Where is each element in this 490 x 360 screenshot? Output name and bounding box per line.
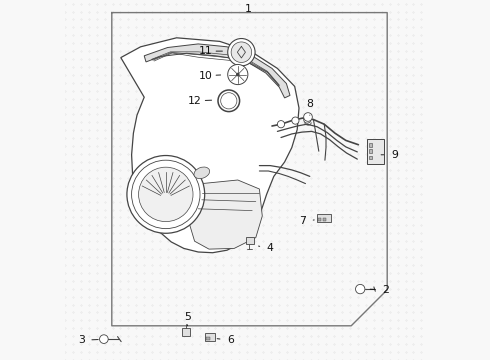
Text: 6: 6 [227,335,234,345]
Circle shape [277,121,285,128]
Text: 3: 3 [78,335,85,345]
Bar [369,143,372,147]
Bar [369,156,372,159]
Text: 1: 1 [245,4,252,14]
Text: 9: 9 [391,150,398,160]
Text: 2: 2 [382,285,389,295]
Circle shape [127,156,205,233]
Bar [182,328,190,336]
Circle shape [99,335,108,343]
Circle shape [304,113,312,121]
Text: 11: 11 [198,46,212,56]
Polygon shape [189,180,262,249]
Text: 10: 10 [198,71,212,81]
Circle shape [304,116,311,123]
Bar [317,214,331,222]
Circle shape [132,160,200,229]
Text: 7: 7 [299,216,306,226]
Bar [367,139,384,164]
Circle shape [139,167,193,222]
Text: 12: 12 [188,96,201,106]
Circle shape [231,42,252,63]
Circle shape [228,39,255,66]
Bar [245,237,254,244]
Bar [206,337,210,340]
Bar [318,218,321,221]
Circle shape [292,117,299,124]
Bar [205,333,216,341]
Text: 8: 8 [306,99,313,109]
Text: 4: 4 [267,243,273,253]
Ellipse shape [194,167,210,179]
Polygon shape [144,44,290,98]
Polygon shape [121,38,299,253]
Bar [369,149,372,153]
Text: 5: 5 [184,312,191,322]
Circle shape [236,73,240,76]
Circle shape [356,284,365,294]
Bar [323,218,326,221]
Circle shape [228,64,248,85]
